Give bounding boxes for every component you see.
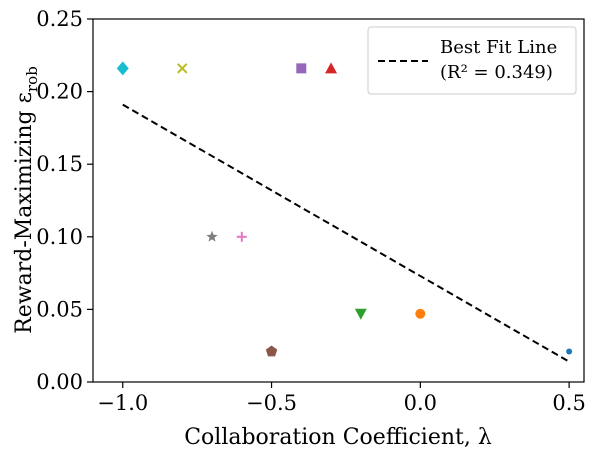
best-fit-line [122, 103, 570, 363]
x-axis-label: Collaboration Coefficient, λ [184, 425, 492, 450]
data-point-pentagon [265, 345, 278, 357]
legend-label-r2: (R² = 0.349) [440, 62, 553, 83]
y-axis-label-subscript: rob [23, 66, 41, 92]
legend-label-name: Best Fit Line [440, 37, 557, 58]
legend: Best Fit Line (R² = 0.349) [367, 26, 577, 95]
y-tick-label: 0.00 [36, 370, 83, 394]
legend-box [367, 26, 577, 95]
plot-frame [92, 18, 585, 383]
x-marker-stroke [177, 63, 188, 74]
data-points [116, 61, 573, 357]
x-tick-label: 0.0 [404, 391, 437, 415]
data-point-plus [236, 231, 247, 242]
y-tick-label: 0.05 [36, 297, 83, 321]
data-point-triangle-up [325, 62, 338, 74]
data-point-circle-small [566, 348, 573, 355]
y-tick-label: 0.20 [36, 80, 83, 104]
data-point-x [177, 63, 188, 74]
x-tick-label: −1.0 [97, 391, 148, 415]
fit-line-group [122, 103, 570, 363]
data-point-square [296, 63, 307, 74]
y-axis-label: Reward-Maximizing εrob [12, 66, 41, 334]
y-axis-label-main: Reward-Maximizing ε [12, 92, 37, 334]
x-tick-label: −0.5 [246, 391, 297, 415]
y-tick-label: 0.25 [36, 7, 83, 31]
y-tick-label: 0.10 [36, 225, 83, 249]
y-tick-label: 0.15 [36, 152, 83, 176]
data-point-triangle-down [354, 308, 367, 320]
axis-ticks: −1.0 −0.5 0.0 0.5 0.00 0.05 0.10 0.15 0.20 0.25 [36, 7, 586, 415]
x-tick-label: 0.5 [552, 391, 585, 415]
data-point-circle [415, 308, 426, 319]
data-point-diamond [116, 61, 129, 76]
data-point-star [206, 230, 218, 242]
